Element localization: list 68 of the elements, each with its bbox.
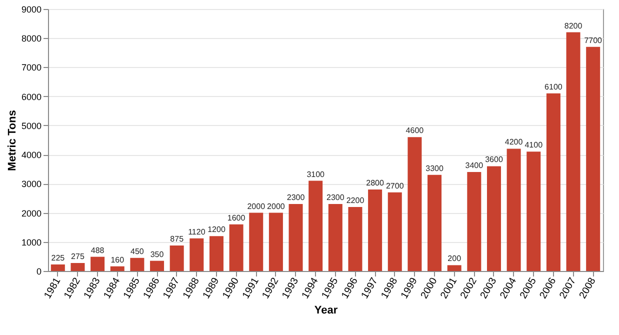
- bar: [328, 204, 342, 271]
- bar: [388, 192, 402, 271]
- data-label: 2200: [346, 196, 365, 205]
- data-label: 4200: [504, 138, 524, 147]
- bar: [368, 189, 382, 271]
- y-tick-label: 6000: [21, 92, 42, 102]
- bar: [130, 258, 144, 271]
- bar: [348, 206, 362, 271]
- bar: [486, 166, 501, 271]
- data-label: 160: [110, 255, 125, 264]
- data-label: 3300: [426, 164, 444, 173]
- data-label: 225: [51, 253, 66, 262]
- data-label: 2800: [366, 178, 385, 188]
- y-tick-label: 3000: [21, 179, 42, 190]
- y-tick-label: 7000: [21, 62, 42, 73]
- y-tick-label: 8000: [21, 34, 42, 44]
- bar: [546, 93, 560, 271]
- data-label: 2000: [267, 202, 286, 211]
- data-label: 2700: [386, 181, 404, 190]
- data-label: 1120: [188, 227, 206, 236]
- bar: [467, 172, 482, 271]
- data-label: 3400: [465, 161, 484, 170]
- bar: [526, 152, 541, 271]
- data-label: 8200: [564, 21, 583, 30]
- bar: [70, 262, 85, 271]
- x-axis-title: Year: [314, 304, 338, 316]
- bar: [408, 137, 422, 271]
- data-label: 450: [130, 246, 144, 256]
- bar: [249, 212, 264, 271]
- data-label: 7700: [584, 36, 603, 45]
- data-label: 1200: [208, 225, 226, 234]
- bar: [268, 212, 283, 271]
- bar: [566, 32, 580, 271]
- bar: [586, 46, 600, 271]
- bar: [90, 256, 105, 271]
- bar: [50, 264, 65, 271]
- y-tick-label: 2000: [21, 208, 42, 218]
- y-tick-label: 5000: [21, 120, 42, 131]
- bar: [229, 224, 244, 271]
- y-tick-label: 1000: [21, 237, 42, 248]
- data-label: 3100: [306, 170, 326, 179]
- data-label: 6100: [544, 82, 563, 92]
- y-tick-label: 4000: [21, 150, 42, 160]
- data-label: 2000: [247, 202, 266, 211]
- bar: [506, 148, 521, 271]
- bar: [288, 204, 303, 271]
- data-label: 275: [71, 252, 85, 261]
- bar: [308, 180, 323, 271]
- data-label: 4100: [524, 140, 544, 150]
- data-label: 488: [90, 246, 105, 255]
- data-label: 4600: [406, 126, 424, 136]
- data-label: 1600: [227, 213, 246, 222]
- data-label: 2300: [326, 193, 345, 202]
- bar: [447, 265, 462, 271]
- y-axis-title: Metric Tons: [6, 110, 18, 171]
- data-label: 3600: [485, 155, 504, 164]
- bar: [110, 266, 124, 271]
- data-label: 875: [170, 234, 184, 244]
- data-label: 2300: [286, 193, 306, 202]
- bar: [170, 246, 184, 271]
- bar: [190, 238, 204, 271]
- data-label: 200: [448, 254, 462, 264]
- y-tick-label: 9000: [21, 4, 42, 14]
- data-label: 350: [150, 250, 164, 259]
- y-tick-label: 0: [36, 266, 42, 276]
- bar: [209, 236, 224, 271]
- bar: [428, 174, 442, 271]
- bar: [150, 260, 164, 271]
